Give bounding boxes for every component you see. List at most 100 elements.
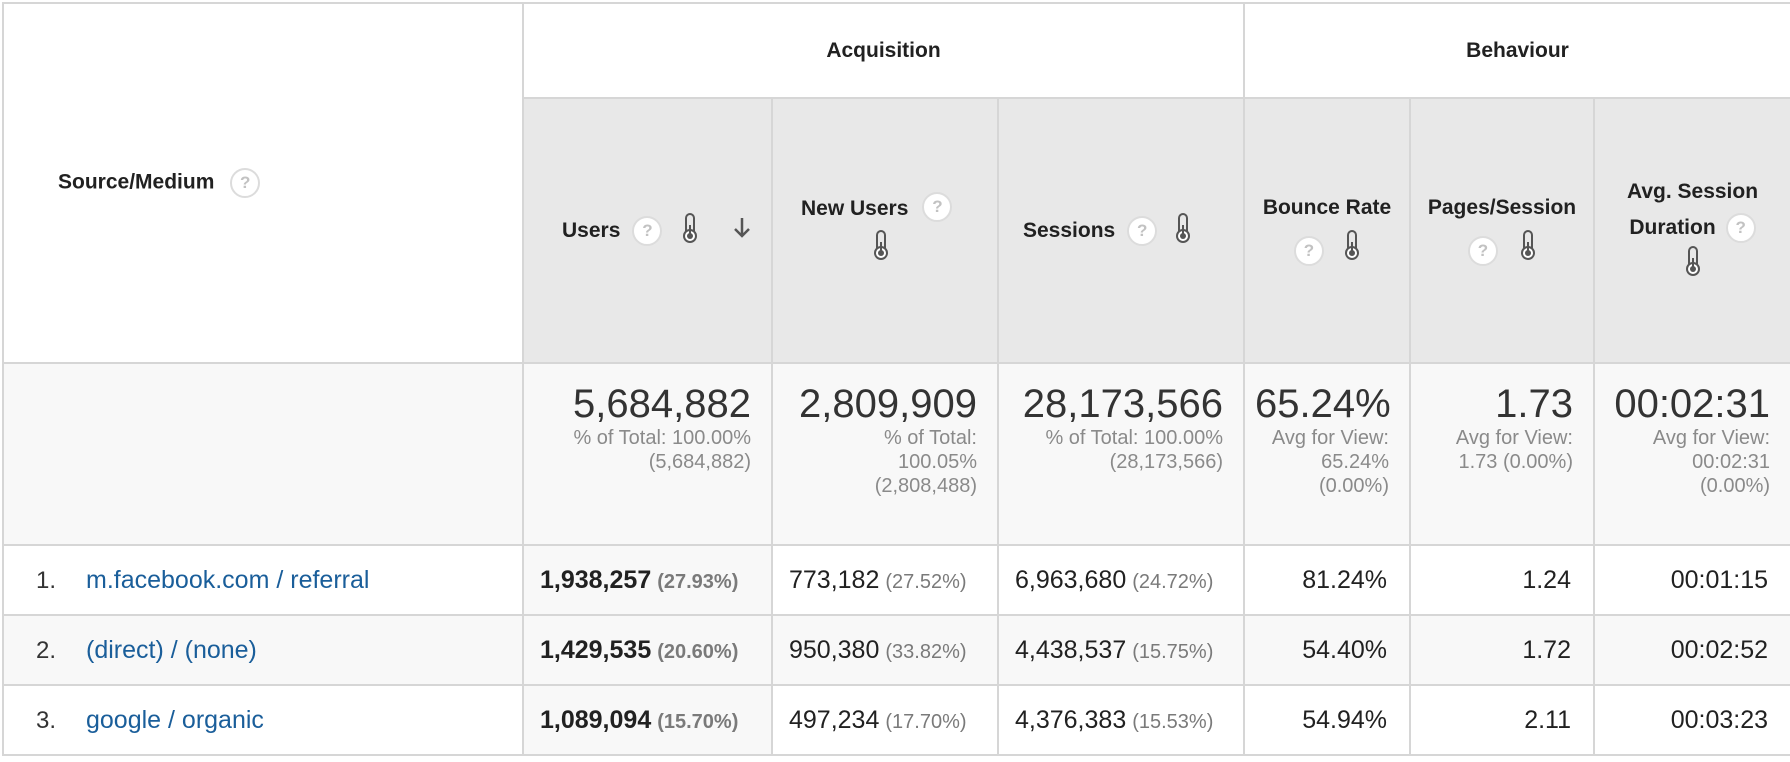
summary-avg-duration-diff: (0.00%): [1700, 475, 1771, 497]
summary-sessions: 28,173,566 % of Total: 100.00% (28,173,5…: [997, 362, 1245, 546]
new-users-percent: (33.82%): [885, 640, 967, 663]
table-row: 3. google / organic 1,089,094 (15.70%) 497…: [2, 684, 1790, 756]
users-percent: (15.70%): [657, 710, 739, 733]
new-users-value: 773,182: [789, 565, 880, 594]
avg-duration-cell: 00:01:15: [1592, 544, 1790, 616]
thermometer-icon[interactable]: [1520, 229, 1536, 272]
summary-row: 5,684,882 % of Total: 100.00% (5,684,882…: [2, 362, 1790, 546]
users-percent: (20.60%): [657, 640, 739, 663]
table-row: 1. m.facebook.com / referral 1,938,257 (27…: [2, 544, 1790, 616]
new-users-value: 497,234: [789, 705, 880, 734]
help-icon[interactable]: ?: [632, 215, 663, 246]
users-label: Users: [562, 218, 621, 242]
summary-bounce-rate-label: Avg for View:: [1271, 427, 1389, 449]
users-value: 1,089,094: [540, 705, 652, 734]
behaviour-group-header: Behaviour: [1242, 2, 1790, 99]
help-icon[interactable]: ?: [1725, 212, 1756, 243]
bounce-rate-cell: 54.40%: [1243, 614, 1411, 686]
sessions-label: Sessions: [1023, 218, 1116, 242]
summary-bounce-rate-value: 65.24%: [1255, 382, 1391, 426]
sessions-cell: 4,438,537 (15.75%): [997, 614, 1245, 686]
summary-bounce-rate-avg: 65.24%: [1321, 451, 1389, 473]
sessions-percent: (15.53%): [1132, 710, 1214, 733]
thermometer-icon[interactable]: [1344, 229, 1360, 272]
summary-bounce-rate: 65.24% Avg for View: 65.24% (0.00%): [1243, 362, 1411, 546]
users-column-header[interactable]: Users ?: [522, 97, 773, 364]
avg-session-duration-column-header[interactable]: Avg. Session Duration ?: [1592, 97, 1790, 364]
source-link[interactable]: m.facebook.com / referral: [86, 565, 370, 594]
pages-session-column-header[interactable]: Pages/Session ?: [1409, 97, 1595, 364]
sessions-value: 4,376,383: [1015, 705, 1127, 734]
source-cell: 1. m.facebook.com / referral: [2, 544, 524, 616]
users-percent: (27.93%): [657, 570, 739, 593]
summary-users-value: 5,684,882: [573, 382, 751, 426]
summary-users-percent: % of Total: 100.00%: [573, 427, 751, 449]
users-value: 1,938,257: [540, 565, 652, 594]
pages-session-cell: 1.24: [1409, 544, 1595, 616]
pages-session-cell: 1.72: [1409, 614, 1595, 686]
sessions-column-header[interactable]: Sessions ?: [997, 97, 1245, 364]
summary-label-cell: [2, 362, 524, 546]
summary-pages-session-value: 1.73: [1495, 382, 1573, 426]
help-icon[interactable]: ?: [1294, 235, 1324, 266]
source-cell: 3. google / organic: [2, 684, 524, 756]
sessions-cell: 4,376,383 (15.53%): [997, 684, 1245, 756]
source-link[interactable]: google / organic: [86, 705, 264, 734]
summary-pages-session: 1.73 Avg for View: 1.73 (0.00%): [1409, 362, 1595, 546]
new-users-value: 950,380: [789, 635, 880, 664]
users-cell: 1,938,257 (27.93%): [522, 544, 773, 616]
new-users-label: New Users: [801, 196, 909, 220]
avg-duration-cell: 00:02:52: [1592, 614, 1790, 686]
new-users-percent: (27.52%): [885, 570, 967, 593]
thermometer-icon[interactable]: [1685, 245, 1701, 288]
acquisition-group-header: Acquisition: [522, 2, 1245, 99]
summary-bounce-rate-diff: (0.00%): [1318, 475, 1389, 497]
new-users-cell: 497,234 (17.70%): [771, 684, 999, 756]
thermometer-icon[interactable]: [873, 229, 889, 266]
help-icon[interactable]: ?: [1127, 215, 1158, 246]
sessions-percent: (15.75%): [1132, 640, 1214, 663]
new-users-percent: (17.70%): [885, 710, 967, 733]
row-index: 1.: [36, 566, 57, 594]
help-icon[interactable]: ?: [230, 168, 261, 198]
summary-pages-session-label: Avg for View:: [1455, 427, 1573, 449]
users-value: 1,429,535: [540, 635, 652, 664]
table-row: 2. (direct) / (none) 1,429,535 (20.60%) 95…: [2, 614, 1790, 686]
sessions-value: 4,438,537: [1015, 635, 1127, 664]
sessions-cell: 6,963,680 (24.72%): [997, 544, 1245, 616]
source-medium-label: Source/Medium: [58, 170, 215, 194]
pages-session-cell: 2.11: [1409, 684, 1595, 756]
pages-session-label: Pages/Session: [1427, 195, 1577, 219]
summary-users-total: (5,684,882): [648, 451, 751, 473]
sort-descending-icon[interactable]: [732, 216, 752, 246]
summary-pages-session-avg: 1.73 (0.00%): [1458, 451, 1573, 473]
summary-new-users: 2,809,909 % of Total: 100.05% (2,808,488…: [771, 362, 999, 546]
users-cell: 1,089,094 (15.70%): [522, 684, 773, 756]
avg-session-label-line2: Duration: [1629, 215, 1716, 239]
summary-avg-duration-label: Avg for View:: [1652, 427, 1771, 449]
new-users-column-header[interactable]: New Users ?: [771, 97, 999, 364]
summary-avg-duration: 00:02:31 Avg for View: 00:02:31 (0.00%): [1592, 362, 1790, 546]
new-users-cell: 950,380 (33.82%): [771, 614, 999, 686]
summary-sessions-value: 28,173,566: [1022, 382, 1223, 426]
summary-avg-duration-value: 00:02:31: [1614, 382, 1771, 426]
row-index: 2.: [36, 636, 57, 664]
source-medium-header[interactable]: Source/Medium ?: [2, 2, 524, 364]
thermometer-icon[interactable]: [682, 212, 698, 249]
source-cell: 2. (direct) / (none): [2, 614, 524, 686]
thermometer-icon[interactable]: [1175, 212, 1191, 249]
sessions-value: 6,963,680: [1015, 565, 1127, 594]
bounce-rate-cell: 81.24%: [1243, 544, 1411, 616]
summary-users: 5,684,882 % of Total: 100.00% (5,684,882…: [522, 362, 773, 546]
summary-new-users-label: % of Total:: [883, 427, 977, 449]
help-icon[interactable]: ?: [922, 191, 953, 222]
new-users-cell: 773,182 (27.52%): [771, 544, 999, 616]
bounce-rate-label: Bounce Rate: [1262, 195, 1392, 219]
summary-avg-duration-avg: 00:02:31: [1692, 451, 1771, 473]
source-link[interactable]: (direct) / (none): [86, 635, 257, 664]
help-icon[interactable]: ?: [1468, 235, 1498, 266]
bounce-rate-column-header[interactable]: Bounce Rate ?: [1243, 97, 1411, 364]
avg-duration-cell: 00:03:23: [1592, 684, 1790, 756]
summary-new-users-value: 2,809,909: [799, 382, 977, 426]
